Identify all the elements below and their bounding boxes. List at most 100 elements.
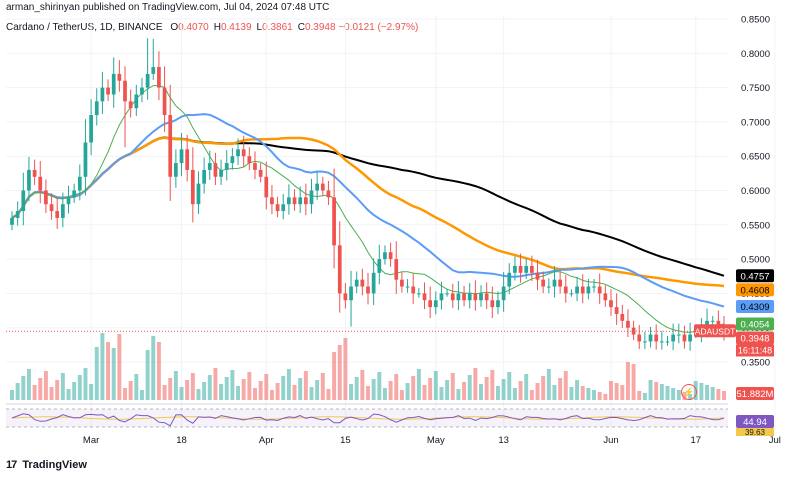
volume-bar — [462, 382, 467, 400]
price-tick-label: 0.7500 — [741, 83, 770, 94]
volume-bar — [15, 383, 20, 400]
volume-bar — [10, 390, 14, 400]
volume-bar — [609, 381, 613, 400]
tradingview-logo-text: TradingView — [22, 459, 87, 471]
rsi-badge-bg — [736, 415, 774, 428]
volume-bar — [563, 371, 568, 400]
price-badge: 0.4054 — [736, 317, 774, 331]
publisher-caption: arman_shirinyan published on TradingView… — [6, 2, 330, 13]
volume-bar — [38, 378, 43, 400]
volume-bar — [156, 342, 161, 400]
volume-bar — [575, 380, 580, 400]
candle-body — [145, 73, 150, 88]
volume-badge-bg — [736, 387, 774, 400]
time-tick-label: 13 — [498, 435, 509, 446]
tradingview-logo: 17 TradingView — [6, 459, 87, 471]
candle-body — [326, 190, 331, 198]
price-badge-text: 0.4054 — [740, 319, 769, 330]
volume-bar — [134, 374, 139, 400]
volume-bar — [315, 380, 320, 400]
candle-body — [77, 176, 82, 191]
volume-bar — [501, 379, 506, 400]
candle-body — [462, 293, 466, 301]
volume-bar — [710, 387, 715, 400]
volume-bar — [111, 348, 116, 400]
volume-bar — [264, 374, 269, 400]
candle-body — [654, 334, 659, 342]
candle-body — [377, 259, 382, 273]
symbol-title: Cardano / TetherUS, 1D, BINANCE — [6, 22, 163, 33]
candle-body — [569, 293, 574, 295]
ohlc-value-l: 0.3861 — [262, 22, 293, 33]
candle-body — [513, 265, 517, 273]
volume-bar — [241, 379, 246, 400]
candle-body — [94, 101, 99, 116]
rsi-ma-badge-text: 39.63 — [745, 428, 766, 437]
price-tick-label: 0.8000 — [741, 49, 770, 60]
candle-body — [479, 293, 483, 301]
candle-body — [518, 265, 523, 273]
volume-bar — [642, 393, 647, 400]
candle-body — [643, 341, 647, 343]
candle-body — [89, 115, 93, 143]
volume-bar — [207, 375, 212, 400]
candle-body — [490, 300, 495, 308]
countdown-bg — [736, 344, 774, 357]
candle-body — [309, 190, 314, 205]
candle-body — [411, 286, 416, 294]
volume-bar — [433, 371, 438, 400]
time-tick-label: Apr — [259, 435, 274, 446]
volume-bar — [394, 374, 399, 400]
candle-body — [264, 176, 269, 198]
volume-bar — [512, 388, 517, 400]
volume-bar — [332, 352, 337, 400]
lightning-icon[interactable]: ⚡ — [681, 384, 697, 400]
volume-bar — [495, 386, 500, 400]
volume-bar — [337, 345, 342, 400]
candle-body — [140, 87, 144, 95]
time-tick-label: May — [427, 435, 445, 446]
volume-bar — [26, 369, 31, 400]
ma50-line — [11, 113, 725, 308]
candle-body — [83, 142, 88, 177]
volume-bar — [637, 391, 642, 400]
volume-bar — [230, 370, 235, 400]
candle-body — [433, 300, 438, 308]
volume-bar — [224, 377, 229, 400]
symbol-tag-bg — [694, 324, 736, 338]
ohlc-value-h: 0.4139 — [220, 22, 252, 33]
candle-body — [168, 115, 173, 177]
candle-body — [162, 87, 167, 116]
price-badge: 0.4309 — [736, 300, 774, 314]
candle-body — [315, 183, 320, 191]
candle-body — [541, 279, 546, 287]
candle-body — [241, 149, 246, 157]
ohlc-value-c: 0.3948 — [304, 22, 336, 33]
volume-bar — [77, 375, 82, 400]
ohlc-key-o: O — [170, 22, 179, 33]
candle-body — [337, 245, 342, 294]
candle-body — [592, 286, 596, 288]
candle-body — [484, 293, 489, 301]
candle-body — [620, 313, 625, 321]
price-tick-label: 0.3500 — [741, 358, 770, 369]
candle-body — [247, 156, 252, 164]
volume-bar — [405, 383, 410, 400]
candle-body — [179, 149, 184, 164]
candle-body — [253, 163, 257, 170]
candle-body — [275, 204, 280, 212]
price-badge-bg — [736, 317, 774, 331]
time-tick-label: 18 — [176, 435, 187, 446]
volume-bar — [49, 387, 54, 400]
volume-bar — [552, 385, 557, 400]
candle-body — [298, 197, 303, 205]
candle-body — [258, 169, 263, 177]
candle-body — [66, 197, 71, 205]
candle-body — [416, 293, 421, 295]
price-badge-bg — [736, 283, 774, 297]
volume-bar — [445, 380, 450, 400]
candle-body — [524, 265, 529, 273]
volume-bar — [699, 383, 704, 400]
candle-body — [445, 293, 449, 295]
